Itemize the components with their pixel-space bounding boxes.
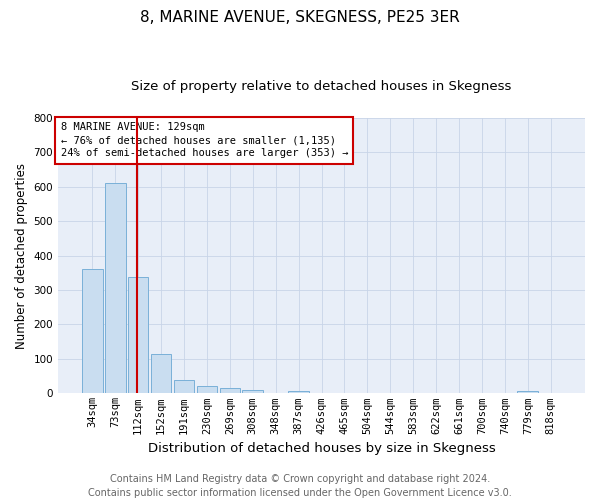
Text: Contains HM Land Registry data © Crown copyright and database right 2024.
Contai: Contains HM Land Registry data © Crown c… bbox=[88, 474, 512, 498]
Bar bbox=[173, 380, 194, 394]
Bar bbox=[105, 183, 125, 394]
Bar bbox=[128, 277, 148, 394]
Bar bbox=[82, 270, 103, 394]
Text: 8, MARINE AVENUE, SKEGNESS, PE25 3ER: 8, MARINE AVENUE, SKEGNESS, PE25 3ER bbox=[140, 10, 460, 25]
Bar bbox=[220, 388, 240, 394]
Bar bbox=[151, 354, 172, 394]
Y-axis label: Number of detached properties: Number of detached properties bbox=[15, 162, 28, 348]
Bar bbox=[288, 390, 309, 394]
Bar bbox=[197, 386, 217, 394]
Bar bbox=[517, 390, 538, 394]
X-axis label: Distribution of detached houses by size in Skegness: Distribution of detached houses by size … bbox=[148, 442, 496, 455]
Text: 8 MARINE AVENUE: 129sqm
← 76% of detached houses are smaller (1,135)
24% of semi: 8 MARINE AVENUE: 129sqm ← 76% of detache… bbox=[61, 122, 348, 158]
Title: Size of property relative to detached houses in Skegness: Size of property relative to detached ho… bbox=[131, 80, 512, 93]
Bar bbox=[242, 390, 263, 394]
